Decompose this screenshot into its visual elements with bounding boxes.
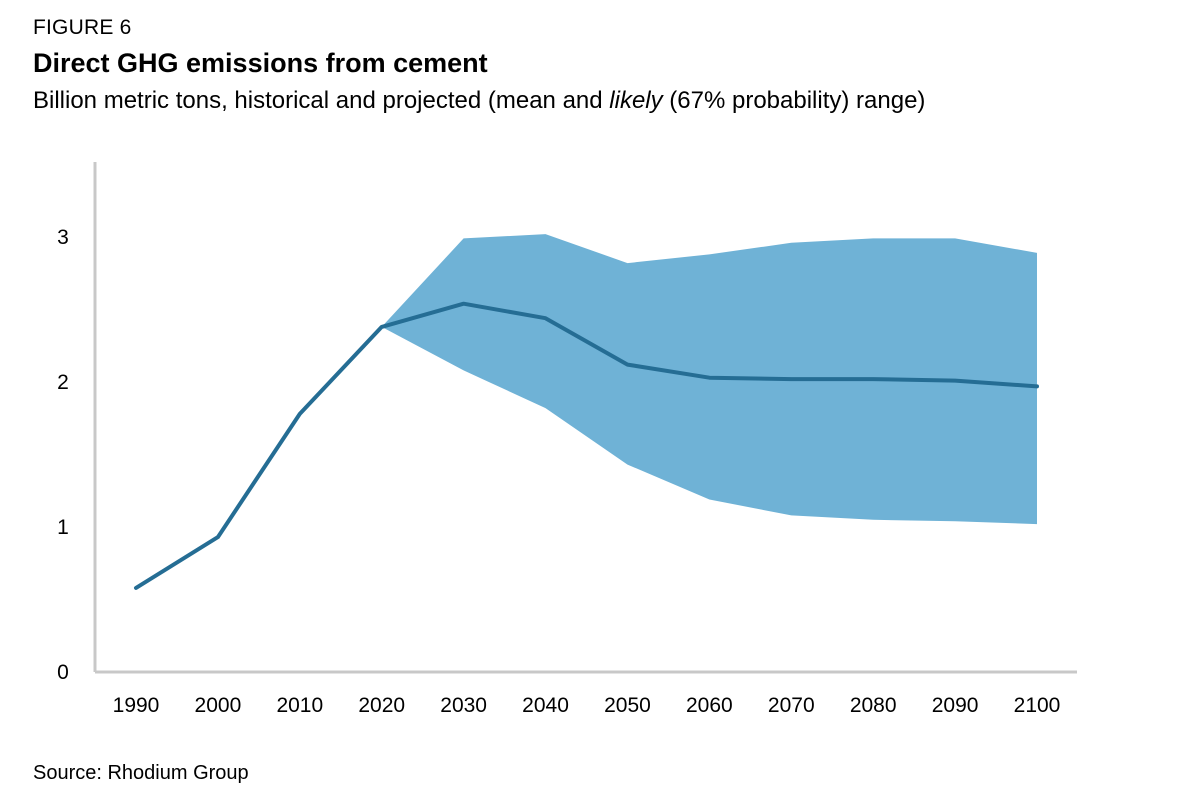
x-tick-label: 2070 (768, 694, 815, 717)
x-tick-label: 2020 (358, 694, 405, 717)
x-tick-label: 2050 (604, 694, 651, 717)
x-tick-label: 1990 (113, 694, 160, 717)
x-tick-label: 2090 (932, 694, 979, 717)
source-note: Source: Rhodium Group (33, 762, 249, 784)
subtitle-text-end: (67% probability) range) (662, 87, 926, 114)
figure-label: FIGURE 6 (33, 16, 132, 39)
x-tick-label: 2000 (195, 694, 242, 717)
x-tick-labels: 1990 2000 2010 2020 2030 2040 2050 2060 2070 2080… (113, 694, 1061, 717)
y-tick-label: 2 (57, 371, 69, 394)
y-tick-label: 0 (57, 661, 69, 684)
y-tick-labels: 0 1 2 3 (57, 226, 69, 684)
x-tick-label: 2080 (850, 694, 897, 717)
x-tick-label: 2010 (276, 694, 323, 717)
x-tick-label: 2030 (440, 694, 487, 717)
chart-title: Direct GHG emissions from cement (33, 48, 488, 78)
y-tick-label: 3 (57, 226, 69, 249)
x-tick-label: 2100 (1014, 694, 1061, 717)
mean-series-line (134, 301, 1039, 590)
subtitle-text-emphasis: likely (609, 87, 663, 114)
x-tick-label: 2040 (522, 694, 569, 717)
x-tick-label: 2060 (686, 694, 733, 717)
y-tick-label: 1 (57, 516, 69, 539)
subtitle-text-start: Billion metric tons, historical and proj… (33, 87, 610, 114)
chart-subtitle: Billion metric tons, historical and proj… (33, 87, 925, 115)
